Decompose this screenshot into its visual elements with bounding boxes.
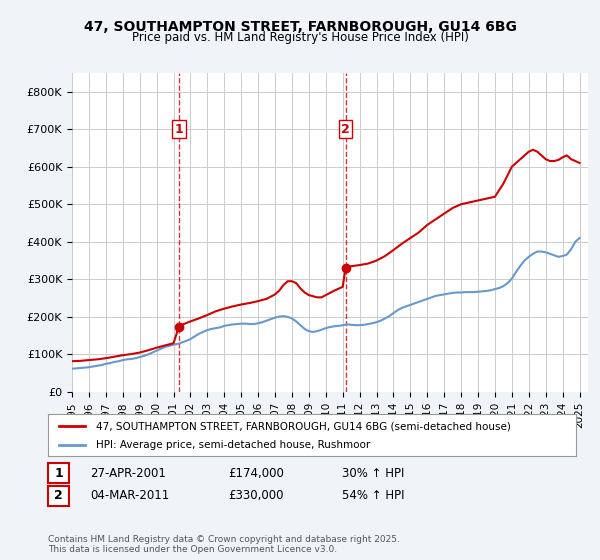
Text: Contains HM Land Registry data © Crown copyright and database right 2025.
This d: Contains HM Land Registry data © Crown c… <box>48 535 400 554</box>
Text: 04-MAR-2011: 04-MAR-2011 <box>90 489 169 502</box>
Text: 30% ↑ HPI: 30% ↑ HPI <box>342 466 404 480</box>
Text: 1: 1 <box>175 123 183 136</box>
Text: 1: 1 <box>54 466 63 480</box>
Text: 27-APR-2001: 27-APR-2001 <box>90 466 166 480</box>
Text: HPI: Average price, semi-detached house, Rushmoor: HPI: Average price, semi-detached house,… <box>95 440 370 450</box>
Text: 2: 2 <box>54 489 63 502</box>
Text: 47, SOUTHAMPTON STREET, FARNBOROUGH, GU14 6BG (semi-detached house): 47, SOUTHAMPTON STREET, FARNBOROUGH, GU1… <box>95 421 511 431</box>
Text: 54% ↑ HPI: 54% ↑ HPI <box>342 489 404 502</box>
Text: £174,000: £174,000 <box>228 466 284 480</box>
Text: 2: 2 <box>341 123 350 136</box>
Text: 47, SOUTHAMPTON STREET, FARNBOROUGH, GU14 6BG: 47, SOUTHAMPTON STREET, FARNBOROUGH, GU1… <box>83 20 517 34</box>
Text: Price paid vs. HM Land Registry's House Price Index (HPI): Price paid vs. HM Land Registry's House … <box>131 31 469 44</box>
Text: £330,000: £330,000 <box>228 489 284 502</box>
